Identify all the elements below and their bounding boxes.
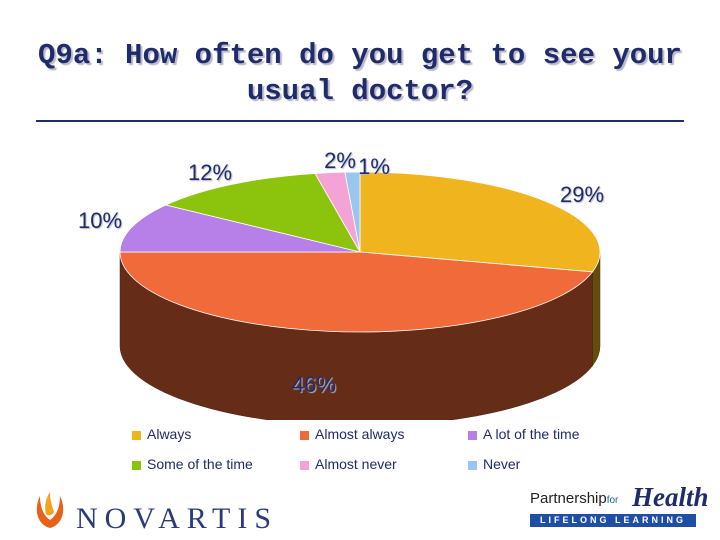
tagline-text: LIFELONG LEARNING: [540, 515, 686, 525]
legend-item-almost-always: Almost always: [300, 426, 404, 442]
novartis-logo: NOVARTIS: [28, 488, 271, 535]
legend-swatch: [300, 430, 309, 440]
pie-data-labels: 29% 46% 10% 12% 2% 1%: [78, 148, 604, 397]
pie-slice-a-lot-of-the-time: [119, 204, 361, 253]
legend-label: Almost always: [315, 426, 405, 442]
legend-item-always: Always: [132, 426, 191, 442]
legend-swatch: [300, 460, 309, 470]
novartis-flame-icon: [36, 492, 64, 528]
pie-top-faces: [119, 171, 601, 333]
legend-label: Always: [147, 426, 192, 442]
data-label-a-lot-of-the-time: 10%: [78, 208, 122, 233]
legend-swatch: [132, 430, 141, 440]
partnership-wordmark: Partnershipfor: [530, 490, 619, 507]
legend-item-some-of-the-time: Some of the time: [132, 456, 253, 472]
legend-label: Never: [483, 456, 521, 472]
pie-slice-some-of-the-time: [164, 173, 361, 253]
legend-label: Almost never: [315, 456, 397, 472]
legend-swatch: [132, 460, 141, 470]
data-label-never: 1%: [358, 154, 390, 179]
data-label-always: 29%: [560, 182, 604, 207]
legend-item-a-lot-of-the-time: A lot of the time: [468, 426, 580, 442]
data-label-almost-always: 46%: [292, 372, 336, 397]
pie-chart: 29% 46% 10% 12% 2% 1%: [78, 148, 604, 420]
novartis-wordmark: NOVARTIS: [76, 502, 279, 535]
tagline-bar: [530, 514, 696, 527]
health-wordmark: Health: [632, 482, 709, 512]
legend-item-never: Never: [468, 456, 520, 472]
data-label-almost-never: 2%: [324, 148, 356, 173]
legend-swatch: [468, 430, 477, 440]
data-label-some-of-the-time: 12%: [188, 160, 232, 185]
pie-slice-almost-always: [119, 251, 594, 333]
partnership-for-health-logo: Partnershipfor Health LIFELONG LEARNING: [530, 482, 709, 532]
title-divider: [36, 120, 684, 122]
pie-slice-never: [344, 171, 361, 253]
legend-item-almost-never: Almost never: [300, 456, 397, 472]
legend-label: Some of the time: [147, 456, 253, 472]
chart-legend: Always Almost always A lot of the time Some…: [132, 426, 652, 476]
legend-swatch: [468, 460, 477, 470]
slide-title: Q9a: How often do you get to see your us…: [38, 39, 682, 108]
pie-slice-always: [359, 171, 601, 273]
legend-label: A lot of the time: [483, 426, 580, 442]
